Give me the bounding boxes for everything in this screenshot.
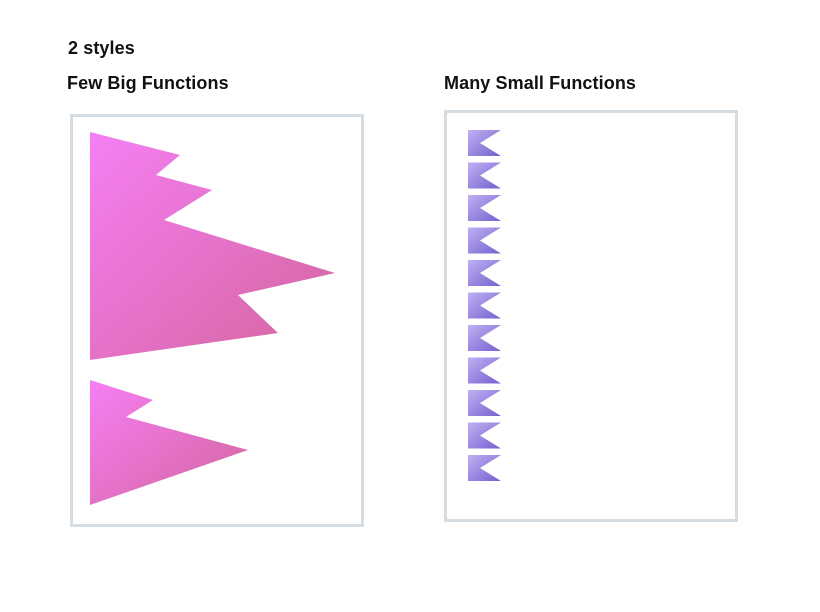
small-function-shape-8 [468, 357, 501, 384]
small-function-shape-6 [468, 292, 501, 319]
left-panel-title: Few Big Functions [67, 73, 229, 93]
small-function-shape-10 [468, 422, 501, 449]
page-title: 2 styles [68, 38, 135, 58]
big-function-shape-2 [90, 380, 248, 505]
small-function-shape-3 [468, 195, 501, 221]
small-function-shape-4 [468, 227, 501, 254]
small-function-shape-5 [468, 260, 501, 286]
big-function-shape-1 [90, 132, 335, 360]
small-function-shape-7 [468, 325, 501, 351]
small-function-shape-9 [468, 390, 501, 416]
small-function-shape-1 [468, 130, 501, 156]
small-function-shape-11 [468, 455, 501, 481]
right-panel-title: Many Small Functions [444, 73, 637, 93]
small-function-shape-2 [468, 162, 501, 189]
